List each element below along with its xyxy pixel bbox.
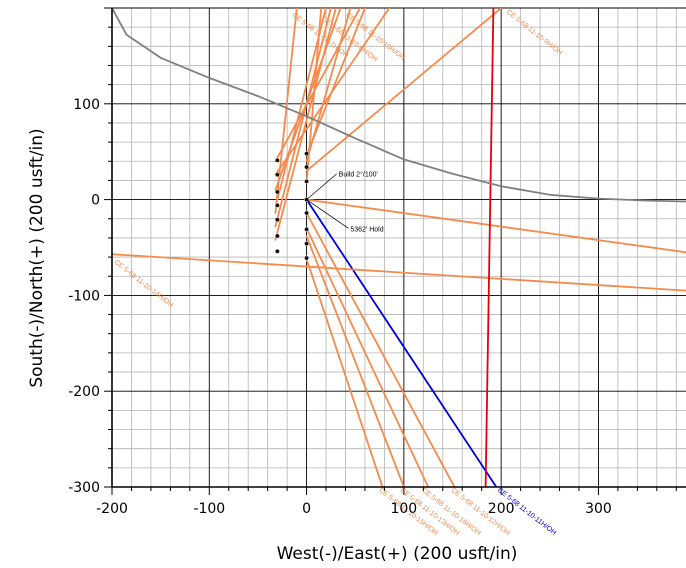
y-axis-title: South(-)/North(+) (200 usft/in): [27, 128, 47, 387]
series-line-offset-wells: [305, 198, 686, 254]
series-line-ce-5-68-11-10-9h-oh: [305, 8, 503, 172]
y-tick-label: 0: [91, 193, 100, 209]
series-line-offset-wells: [274, 8, 332, 228]
y-tick-label: -200: [68, 384, 100, 400]
wellhead-point: [274, 189, 280, 195]
y-tick-label: 100: [73, 97, 100, 113]
series-line-ce-5-68-11-10-11h-oh: [305, 198, 498, 487]
y-tick-label: -300: [68, 480, 100, 496]
series-line-gray-line: [112, 8, 686, 203]
series-line-ce-5-68-11-10-15h-oh: [305, 258, 384, 487]
x-tick-label: 100: [390, 501, 417, 517]
series-line-ce-5-68-11-10-10h-oh: [274, 8, 362, 163]
wellhead-point: [274, 157, 280, 163]
wellhead-point: [304, 151, 310, 157]
x-axis-title: West(-)/East(+) (200 usft/in): [277, 544, 518, 564]
annotation-label: Build 2°/100': [339, 171, 378, 179]
wellhead-point: [304, 178, 310, 184]
tick-labels: -200 -100 0 100 200 300 -300 -200 -100 0 100: [68, 97, 612, 517]
wellhead-point: [304, 164, 310, 170]
x-tick-label: 300: [585, 501, 612, 517]
series-line-offset-wells: [305, 8, 366, 157]
wellhead-point: [274, 202, 280, 208]
series-line-offset-wells: [274, 8, 337, 241]
x-tick-label: 0: [302, 501, 311, 517]
series-line-ce-5-68-11-10-14h-oh: [112, 253, 686, 292]
series-line-ce-5-68-11-10-16h-oh: [305, 227, 430, 487]
series-line-ce-5-68-11-10-13h-oh: [305, 235, 405, 487]
wellhead-point: [304, 241, 310, 247]
x-tick-label: 200: [488, 501, 515, 517]
series-layer: [112, 8, 686, 487]
series-line-red-line: [484, 8, 495, 487]
axes: [104, 7, 686, 495]
annotation-label: 5362' Hold: [350, 226, 383, 233]
wellhead-point: [274, 217, 280, 223]
annotations: Build 2°/100' 5362' Hold: [306, 171, 384, 233]
well-label: CE 5-68 11-10-9H/OH: [505, 9, 563, 57]
series-line-ce-5-68-11-10-7h-oh: [274, 8, 342, 191]
annotation-leader: [306, 173, 337, 200]
wellhead-point: [304, 210, 310, 216]
wellhead-point: [274, 248, 280, 254]
wellhead-point: [274, 233, 280, 239]
y-tick-label: -100: [68, 288, 100, 304]
wellhead-point: [304, 255, 310, 261]
wellhead-points: [274, 151, 310, 261]
series-line-ce-5-68-11-10-8h-oh: [274, 8, 391, 176]
series-line-ce-5-68-11-10-12h-oh: [305, 212, 456, 487]
annotation-leader: [306, 199, 349, 229]
major-gridlines: [111, 7, 686, 488]
x-tick-label: -200: [96, 501, 128, 517]
x-tick-label: -100: [193, 501, 225, 517]
wellhead-point: [274, 172, 280, 178]
well-label: CE 5-68 11-10-14H/OH: [113, 259, 175, 309]
minor-gridlines: [112, 8, 686, 487]
wellhead-point: [304, 226, 310, 232]
